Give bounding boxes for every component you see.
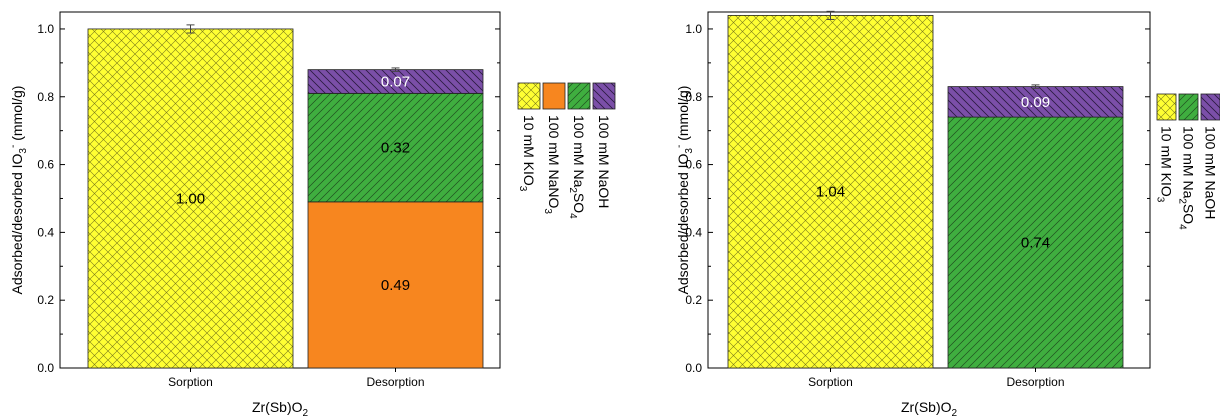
legend-label: 10 mM KIO3	[517, 115, 537, 192]
x-category-label: Sorption	[808, 375, 853, 389]
legend-label: 100 mM NaOH	[596, 115, 612, 208]
y-tick-label: 0.2	[37, 293, 54, 307]
chart-left: 0.0 0.2 0.4 0.6 0.8 1.0 1.00 Sorption 0.49 0.32 0.…	[8, 11, 616, 418]
chart-right: 0.0 0.2 0.4 0.6 0.8 1.0 1.04 Sorption 0.74 0.09 De…	[674, 10, 1220, 418]
legend-swatch-outline	[1200, 93, 1220, 121]
y-tick-label: 0.6	[37, 158, 54, 172]
legend-swatch-hatch	[568, 83, 590, 109]
bar-hatch	[308, 93, 483, 202]
y-tick-label: 1.0	[685, 22, 702, 36]
x-axis-title: Zr(Sb)O2	[901, 399, 958, 418]
legend-swatch-hatch	[1157, 94, 1176, 120]
bar-hatch	[948, 117, 1123, 368]
legend-swatch-outline	[542, 82, 566, 110]
data-label: 0.74	[1021, 235, 1050, 252]
y-tick-label: 0.0	[37, 361, 54, 375]
data-label: 0.49	[381, 277, 410, 294]
bar-hatch	[948, 86, 1123, 118]
y-tick-label: 0.4	[685, 225, 702, 239]
legend-swatch-hatch	[1201, 94, 1220, 120]
bar-segment	[308, 201, 483, 368]
y-tick-label: 0.2	[685, 293, 702, 307]
y-tick-label: 0.8	[37, 90, 54, 104]
legend-swatch-outline	[592, 82, 616, 110]
y-tick-label: 0.6	[685, 158, 702, 172]
legend-swatch-outline	[1156, 93, 1177, 121]
legend-label: 100 mM NaOH	[1203, 126, 1219, 219]
data-label: 1.00	[176, 190, 205, 207]
legend-swatch	[543, 83, 565, 109]
bar-hatch	[728, 15, 933, 369]
data-label: 1.04	[816, 184, 845, 201]
legend-swatch-outline	[1178, 93, 1199, 121]
y-tick-label: 0.4	[37, 225, 54, 239]
y-axis-title: Adsorbed/desorbed IO3- (mmol/g)	[674, 86, 695, 295]
legend-swatch-hatch	[1179, 94, 1198, 120]
bar-hatch	[308, 69, 483, 94]
legend-swatch-outline	[517, 82, 541, 110]
data-label: 0.09	[1021, 94, 1050, 111]
legend-swatch-hatch	[593, 83, 615, 109]
x-category-label: Sorption	[168, 375, 213, 389]
y-axis-title: Adsorbed/desorbed IO3- (mmol/g)	[8, 86, 29, 295]
legend-label: 10 mM KIO3	[1155, 126, 1175, 203]
data-label: 0.32	[381, 140, 410, 157]
y-tick-label: 1.0	[37, 22, 54, 36]
x-category-label: Desorption	[1006, 375, 1064, 389]
legend-swatch-outline	[567, 82, 591, 110]
x-axis-title: Zr(Sb)O2	[252, 399, 309, 418]
legend-label: 100 mM NaNO3	[542, 115, 562, 214]
bar-hatch	[88, 28, 293, 368]
legend-label: 100 mM Na2SO4	[567, 115, 587, 219]
y-tick-label: 0.0	[685, 361, 702, 375]
x-category-label: Desorption	[366, 375, 424, 389]
legend-swatch-hatch	[518, 83, 540, 109]
y-tick-label: 0.8	[685, 90, 702, 104]
legend-label: 100 mM Na2SO4	[1177, 126, 1197, 230]
data-label: 0.07	[381, 74, 410, 91]
